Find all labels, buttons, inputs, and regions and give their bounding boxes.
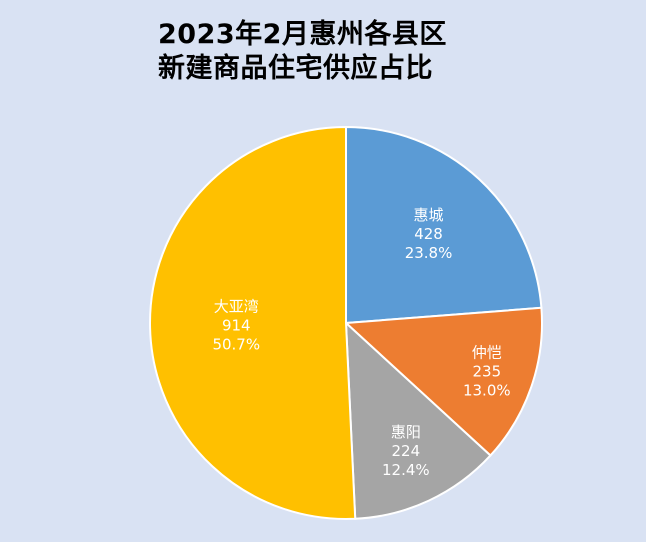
slice-label-name-4: 大亚湾 [214,298,259,316]
slice-label-name-1: 惠城 [414,206,444,224]
slice-label-value-4: 914 [222,317,251,335]
slice-label-name-2: 仲恺 [472,344,502,362]
pie-slice-2 [343,306,543,457]
slice-label-value-2: 235 [472,363,501,381]
slice-label-percent-1: 23.8% [405,244,453,262]
pie-slices [149,125,543,520]
slice-label-value-3: 224 [392,442,421,460]
slice-label-name-3: 惠阳 [391,423,421,441]
slice-label-value-1: 428 [414,225,443,243]
chart-title-line-1: 2023年2月惠州各县区 [158,19,447,50]
chart-title: 2023年2月惠州各县区 新建商品住宅供应占比 [158,18,458,86]
pie-slice-4 [149,125,357,520]
slice-label-percent-2: 13.0% [463,382,511,400]
slice-label-percent-3: 12.4% [382,461,430,479]
pie-slice-3 [344,320,492,520]
slice-label-percent-4: 50.7% [212,336,260,354]
pie-slice-1 [345,125,543,325]
chart-title-line-2: 新建商品住宅供应占比 [158,53,433,84]
